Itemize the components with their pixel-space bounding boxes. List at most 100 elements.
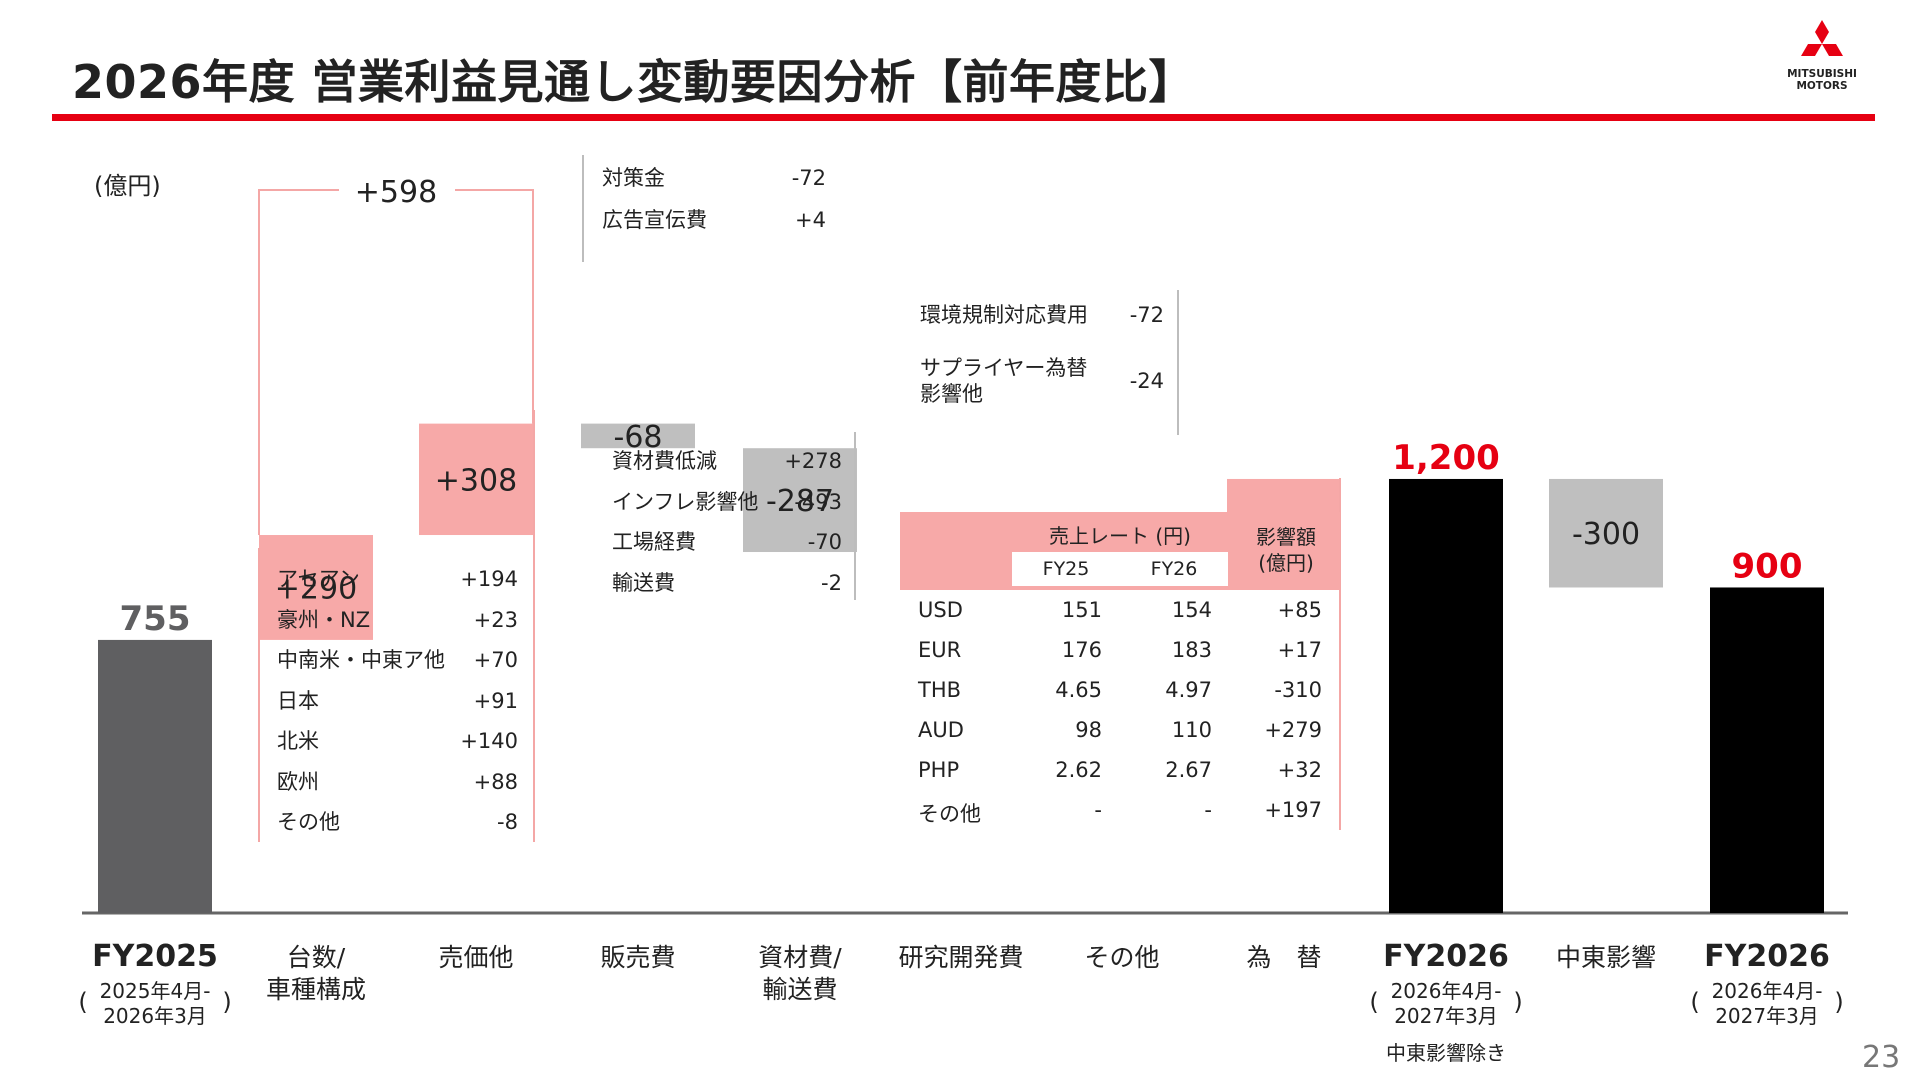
bar-0 [98,639,212,913]
fx-row-impact: +279 [1264,718,1322,742]
mitsubishi-logo-icon [1801,20,1843,56]
bar-4 [743,448,857,553]
fx-header-sub [1012,552,1228,586]
tick-label-8-0: FY2026 [1383,939,1509,974]
fx-row-fy25: 2.62 [1055,758,1102,782]
data-label-10: 900 [1732,546,1803,586]
other-row-label: 環境規制対応費用 [920,303,1088,327]
fx-header-rate: 売上レート (円) [1049,524,1191,548]
fx-row-ccy: その他 [918,802,981,826]
fx-row-fy25: 151 [1061,598,1102,622]
fx-row-fy25: 4.65 [1055,678,1102,702]
tick-paren-close-8: ) [1513,988,1522,1016]
fx-row-fy26: - [1204,798,1212,822]
material-row-label: 工場経費 [612,530,696,554]
tick-sub-0-1: 2026年3月 [103,1004,207,1028]
fx-row-ccy: THB [918,678,962,702]
fx-row-impact: +17 [1277,638,1322,662]
data-label-3: -68 [614,420,663,455]
other-row-label: サプライヤー為替 影響他 [920,356,1088,406]
volume-row-value: +23 [473,607,518,632]
tick-sub-8-0: 2026年4月- [1391,979,1502,1003]
data-label-8: 1,200 [1392,438,1500,478]
tick-paren-open-0: ( [78,988,87,1016]
volume-row-value: +70 [473,648,518,672]
volume-row-label: アセアン [277,567,360,591]
volume-row-label: 中南米・中東ア他 [277,648,445,672]
bar-1 [259,535,373,640]
logo-text: MITSUBISHI MOTORS [1787,68,1857,92]
tick-paren-close-0: ) [222,988,231,1016]
selling-row-label: 広告宣伝費 [602,208,707,232]
fx-row-ccy: PHP [918,758,960,782]
fx-header-fy25: FY25 [1042,558,1090,580]
tick-label-10-0: FY2026 [1704,939,1830,974]
fx-row-impact: +32 [1277,758,1322,782]
fx-row-fy26: 154 [1171,598,1212,622]
tick-label-1-0: 台数/ [287,943,346,972]
data-label-0: 755 [120,599,191,639]
fx-row-fy26: 183 [1171,638,1212,662]
tick-label-4-0: 資材費/ [758,943,842,972]
volume-row-label: その他 [277,810,340,834]
fx-row-ccy: AUD [918,718,964,742]
page-number: 23 [1862,1040,1901,1075]
bar-10 [1710,587,1824,913]
fx-row-fy25: 176 [1061,638,1102,662]
volume-row-value: +194 [460,567,518,591]
title-rule [52,114,1875,121]
fx-header-fy26: FY26 [1150,558,1198,580]
volume-row-value: +88 [473,769,518,794]
tick-note-8: 中東影響除き [1386,1041,1506,1065]
tick-label-9-0: 中東影響 [1556,943,1656,972]
data-label-9: -300 [1572,517,1640,552]
tick-label-1-1: 車種構成 [266,975,366,1004]
material-row-label: インフレ影響他 [612,489,759,514]
selling-row-value: +4 [795,208,826,232]
fx-row-ccy: USD [918,598,963,622]
material-row-label: 資材費低減 [612,449,717,473]
tick-label-0-0: FY2025 [92,939,218,974]
fx-row-impact: +197 [1264,798,1322,822]
other-row-value: -72 [1129,303,1164,327]
material-row-label: 輸送費 [612,570,675,595]
fx-row-fy26: 4.97 [1165,678,1212,702]
material-row-value: -2 [821,570,842,595]
selling-row-label: 対策金 [602,166,665,190]
volume-row-label: 日本 [277,688,319,713]
material-row-value: +278 [784,449,842,473]
volume-row-value: -8 [497,810,518,834]
data-label-4: -287 [766,484,834,519]
bar-9 [1549,478,1663,588]
fx-row-fy26: 2.67 [1165,758,1212,782]
other-row-value: -24 [1129,369,1164,393]
tick-label-2-0: 売価他 [438,943,513,972]
tick-paren-open-8: ( [1369,988,1378,1016]
bar-3 [581,423,695,449]
fx-row-fy25: - [1094,798,1102,822]
tick-label-6-0: その他 [1084,943,1159,972]
tick-label-3-0: 販売費 [600,943,675,972]
fx-row-fy25: 98 [1075,718,1102,742]
material-row-value: -493 [794,489,842,514]
fx-row-impact: +85 [1277,598,1322,622]
tick-sub-8-1: 2027年3月 [1394,1004,1498,1028]
volume-row-label: 豪州・NZ [277,607,371,632]
volume-row-label: 欧州 [277,769,319,794]
volume-row-value: +91 [473,688,518,713]
tick-sub-10-1: 2027年3月 [1715,1004,1819,1028]
volume-row-label: 北米 [277,729,319,753]
tick-label-4-1: 輸送費 [762,975,837,1004]
fx-header-impact: 影響額 (億円) [1256,525,1316,575]
selling-row-value: -72 [791,166,826,190]
bracket-left [258,189,339,536]
tick-sub-10-0: 2026年4月- [1712,979,1823,1003]
tick-paren-close-10: ) [1834,988,1843,1016]
data-label-1: +290 [275,571,357,606]
tick-sub-0-0: 2025年4月- [100,979,211,1003]
bracket-label: +598 [355,175,437,210]
fx-row-fy26: 110 [1171,718,1212,742]
fx-row-ccy: EUR [918,638,962,662]
bracket-right [455,189,534,424]
